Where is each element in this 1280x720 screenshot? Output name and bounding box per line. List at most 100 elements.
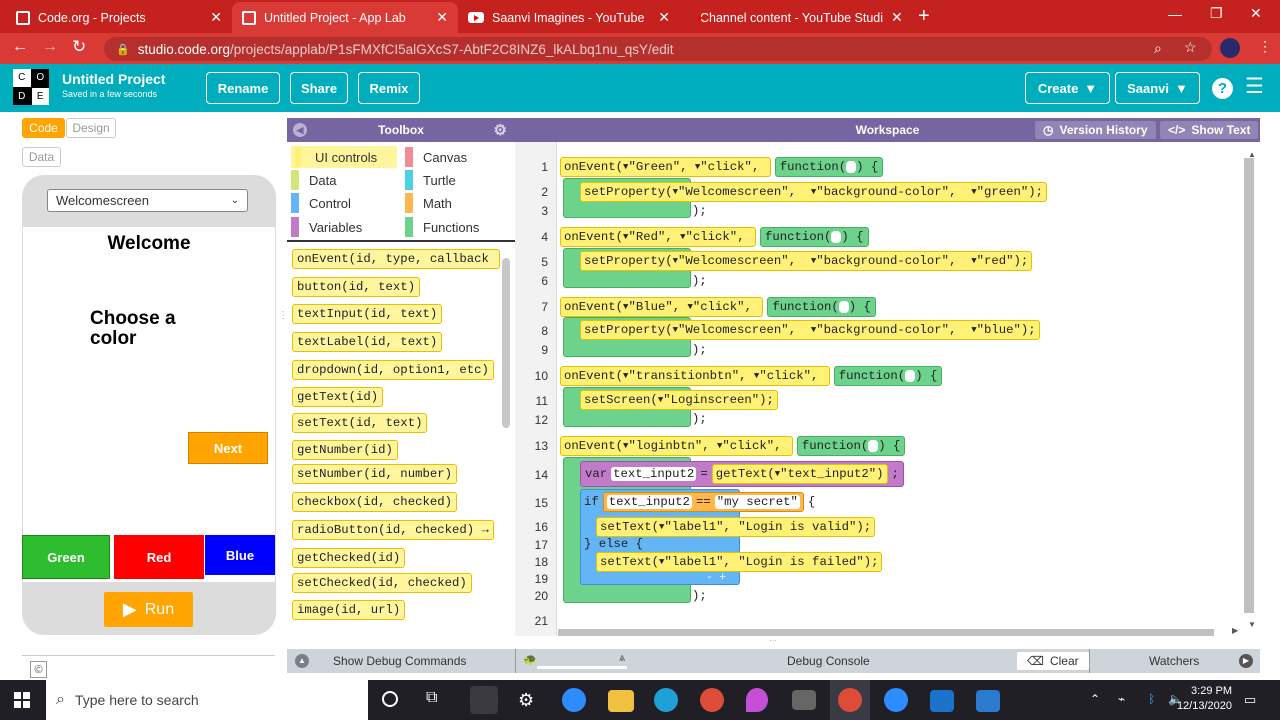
back-icon[interactable]: ← bbox=[12, 38, 28, 55]
browser-tab[interactable]: Code.org - Projects ✕ bbox=[6, 2, 232, 33]
chevron-right-icon[interactable]: ▶ bbox=[1239, 654, 1253, 668]
photos-icon[interactable] bbox=[976, 690, 1000, 712]
setproperty-block[interactable]: setProperty(▼ "Welcomescreen", ▼ "backgrou… bbox=[580, 251, 1033, 271]
volume-icon[interactable]: 🔈 bbox=[1168, 692, 1183, 706]
turtle-icon[interactable]: 🐢 bbox=[523, 654, 537, 666]
category-variables[interactable]: Variables bbox=[287, 216, 397, 238]
star-icon[interactable]: ☆ bbox=[1184, 39, 1197, 55]
block-image[interactable]: image(id, url) bbox=[292, 600, 406, 620]
block-gettext[interactable]: getText(id) bbox=[292, 387, 384, 407]
onevent-block[interactable]: onEvent(▼ "transitionbtn", ▼ "click", func… bbox=[560, 366, 943, 386]
block-getchecked[interactable]: getChecked(id) bbox=[292, 548, 406, 568]
clock[interactable]: 3:29 PM 12/13/2020 bbox=[1172, 684, 1232, 714]
block-onevent[interactable]: onEvent(id, type, callback bbox=[292, 249, 500, 269]
chrome-icon[interactable] bbox=[838, 688, 862, 712]
category-math[interactable]: Math bbox=[401, 192, 511, 214]
zoom-app-icon[interactable] bbox=[884, 688, 908, 712]
zoom-icon[interactable]: ⌕ bbox=[1154, 40, 1162, 56]
block-setnumber[interactable]: setNumber(id, number) bbox=[292, 464, 457, 484]
category-functions[interactable]: Functions bbox=[401, 216, 511, 238]
tab-data[interactable]: Data bbox=[22, 147, 61, 167]
version-history-button[interactable]: ◷ Version History bbox=[1035, 121, 1156, 139]
collapse-icon[interactable]: ◀ bbox=[293, 123, 307, 137]
create-dropdown[interactable]: Create ▼ bbox=[1025, 72, 1110, 104]
block-dropdown[interactable]: dropdown(id, option1, etc) bbox=[292, 360, 494, 380]
onevent-block[interactable]: onEvent(▼ "loginbtn", ▼ "click", function(… bbox=[560, 436, 906, 456]
onevent-block[interactable]: onEvent(▼ "Blue", ▼ "click", function() { bbox=[560, 297, 876, 317]
tab-design[interactable]: Design bbox=[66, 118, 116, 138]
menu-dots-icon[interactable]: ⋮ bbox=[1258, 38, 1272, 54]
bluetooth-icon[interactable]: ᛒ bbox=[1148, 692, 1156, 706]
resize-handle-icon[interactable]: ⋮ bbox=[278, 310, 288, 321]
next-button[interactable]: Next bbox=[188, 432, 268, 464]
gear-icon[interactable]: ⚙ bbox=[493, 122, 507, 139]
show-text-button[interactable]: </> Show Text bbox=[1160, 121, 1259, 139]
notification-icon[interactable]: ▭ bbox=[1244, 692, 1257, 707]
clear-button[interactable]: ⌫ Clear bbox=[1017, 652, 1089, 670]
window-close-icon[interactable]: ✕ bbox=[1250, 5, 1262, 21]
block-textinput[interactable]: textInput(id, text) bbox=[292, 304, 443, 324]
expand-icon[interactable]: ▲ bbox=[295, 654, 309, 668]
forward-icon[interactable]: → bbox=[42, 38, 58, 55]
chevron-up-icon[interactable]: ⌃ bbox=[1090, 692, 1101, 706]
block-getnumber[interactable]: getNumber(id) bbox=[292, 440, 398, 460]
speed-slider[interactable] bbox=[537, 666, 627, 669]
category-canvas[interactable]: Canvas bbox=[401, 146, 511, 168]
chrome-icon[interactable] bbox=[700, 688, 724, 712]
settext-block[interactable]: setText(▼ "label1", "Login is valid"); bbox=[596, 517, 876, 537]
setproperty-block[interactable]: setProperty(▼ "Welcomescreen", ▼ "backgrou… bbox=[580, 182, 1048, 202]
profile-avatar[interactable] bbox=[1220, 38, 1240, 58]
scroll-right-icon[interactable]: ▶ bbox=[1232, 626, 1239, 635]
category-ui-controls[interactable]: UI controls bbox=[291, 146, 397, 168]
blue-button[interactable]: Blue bbox=[205, 535, 275, 575]
minimize-icon[interactable]: — bbox=[1168, 6, 1182, 22]
address-bar[interactable]: 🔒 studio.code.org/projects/applab/P1sFMX… bbox=[104, 37, 1212, 61]
block-setchecked[interactable]: setChecked(id, checked) bbox=[292, 573, 472, 593]
media-player-icon[interactable] bbox=[930, 690, 954, 712]
close-icon[interactable]: ✕ bbox=[658, 9, 670, 25]
reload-icon[interactable]: ↻ bbox=[72, 37, 87, 56]
copyright-icon[interactable]: © bbox=[30, 661, 47, 678]
scroll-down-icon[interactable]: ▼ bbox=[1248, 620, 1256, 629]
rename-button[interactable]: Rename bbox=[206, 72, 280, 104]
block-settext[interactable]: setText(id, text) bbox=[292, 413, 428, 433]
taskbar-search[interactable]: ⌕ Type here to search bbox=[46, 680, 368, 720]
network-icon[interactable]: ⌁ bbox=[1118, 692, 1126, 706]
setscreen-block[interactable]: setScreen(▼ "Loginscreen"); bbox=[580, 390, 778, 410]
category-control[interactable]: Control bbox=[287, 192, 397, 214]
help-icon[interactable]: ? bbox=[1212, 78, 1233, 99]
file-explorer-icon[interactable] bbox=[608, 690, 634, 712]
maximize-icon[interactable]: ❐ bbox=[1210, 5, 1223, 21]
else-mutator[interactable]: - + bbox=[706, 572, 726, 584]
user-dropdown[interactable]: Saanvi ▼ bbox=[1115, 72, 1200, 104]
var-block[interactable]: var text_input2 = getText(▼ "text_input2"… bbox=[580, 461, 904, 487]
category-turtle[interactable]: Turtle bbox=[401, 169, 511, 191]
screen-selector[interactable]: Welcomescreen ⌄ bbox=[47, 189, 248, 212]
vertical-scrollbar[interactable] bbox=[1244, 158, 1254, 613]
browser-tab-active[interactable]: Untitled Project - App Lab ✕ bbox=[232, 2, 458, 33]
browser-tab[interactable]: Saanvi Imagines - YouTube ✕ bbox=[458, 2, 680, 33]
tab-code[interactable]: Code bbox=[22, 118, 65, 138]
zoom-app-icon[interactable] bbox=[562, 688, 586, 712]
share-button[interactable]: Share bbox=[290, 72, 348, 104]
block-button[interactable]: button(id, text) bbox=[292, 277, 421, 297]
setproperty-block[interactable]: setProperty(▼ "Welcomescreen", ▼ "backgrou… bbox=[580, 320, 1040, 340]
task-view-icon[interactable]: ⧉ bbox=[426, 689, 438, 706]
green-button[interactable]: Green bbox=[22, 535, 110, 579]
close-icon[interactable]: ✕ bbox=[210, 9, 222, 25]
rabbit-icon[interactable]: ⩓ bbox=[619, 652, 626, 664]
settings-icon[interactable]: ⚙ bbox=[518, 690, 535, 710]
hamburger-menu-icon[interactable]: ☰ bbox=[1245, 75, 1264, 98]
category-data[interactable]: Data bbox=[287, 169, 397, 191]
code-logo[interactable]: C O D E bbox=[13, 69, 49, 105]
toolbox-scrollbar[interactable] bbox=[502, 258, 510, 428]
new-tab-icon[interactable]: + bbox=[918, 5, 930, 27]
cortana-icon[interactable] bbox=[382, 691, 398, 707]
camera-icon[interactable] bbox=[792, 690, 816, 710]
edge-icon[interactable] bbox=[654, 688, 678, 712]
store-icon[interactable] bbox=[470, 686, 498, 714]
block-textlabel[interactable]: textLabel(id, text) bbox=[292, 332, 443, 352]
show-debug-commands[interactable]: Show Debug Commands bbox=[333, 654, 467, 668]
horizontal-scrollbar[interactable] bbox=[558, 629, 1214, 636]
close-icon[interactable]: ✕ bbox=[436, 9, 448, 25]
